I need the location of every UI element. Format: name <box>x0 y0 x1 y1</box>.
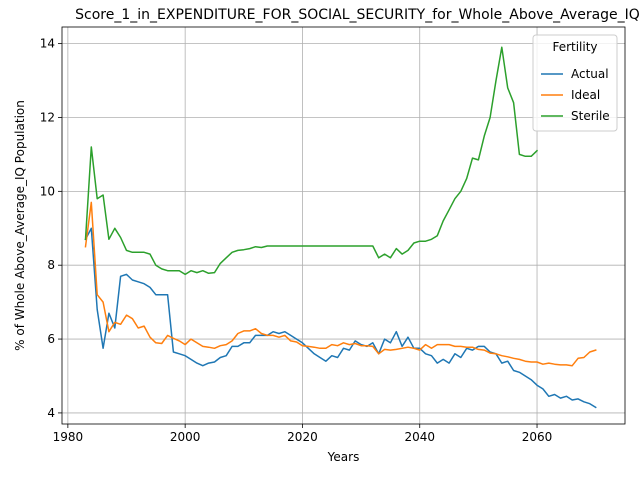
x-tick-label: 1980 <box>53 430 84 444</box>
series-lines <box>84 46 597 409</box>
legend: Fertility Actual Ideal Sterile <box>532 34 618 132</box>
legend-label-actual: Actual <box>571 67 609 81</box>
legend-box <box>532 34 618 132</box>
x-tick-label: 2060 <box>522 430 553 444</box>
y-tick-label: 8 <box>47 258 55 272</box>
series-line-sterile <box>84 46 539 276</box>
y-tick-label: 14 <box>40 37 55 51</box>
y-tick-label: 4 <box>47 406 55 420</box>
series-line-actual <box>84 227 597 409</box>
x-tick-label: 2000 <box>170 430 201 444</box>
chart-title: Score_1_in_EXPENDITURE_FOR_SOCIAL_SECURI… <box>75 7 640 23</box>
axes-frame <box>61 26 626 425</box>
x-tick-label: 2020 <box>287 430 318 444</box>
y-tick-label: 10 <box>40 184 55 198</box>
legend-label-sterile: Sterile <box>571 109 610 123</box>
y-axis-ticks: 4 6 8 10 12 14 <box>40 37 62 420</box>
series-line-ideal <box>84 201 597 367</box>
y-tick-label: 12 <box>40 110 55 124</box>
x-tick-label: 2040 <box>404 430 435 444</box>
legend-label-ideal: Ideal <box>571 88 600 102</box>
y-tick-label: 6 <box>47 332 55 346</box>
y-axis-label: % of Whole Above_Average_IQ Population <box>13 100 27 351</box>
grid <box>62 27 625 424</box>
x-axis-label: Years <box>327 450 360 464</box>
legend-entries: Actual Ideal Sterile <box>541 67 610 123</box>
x-axis-ticks: 1980 2000 2020 2040 2060 <box>53 424 553 444</box>
legend-title: Fertility <box>552 40 597 54</box>
